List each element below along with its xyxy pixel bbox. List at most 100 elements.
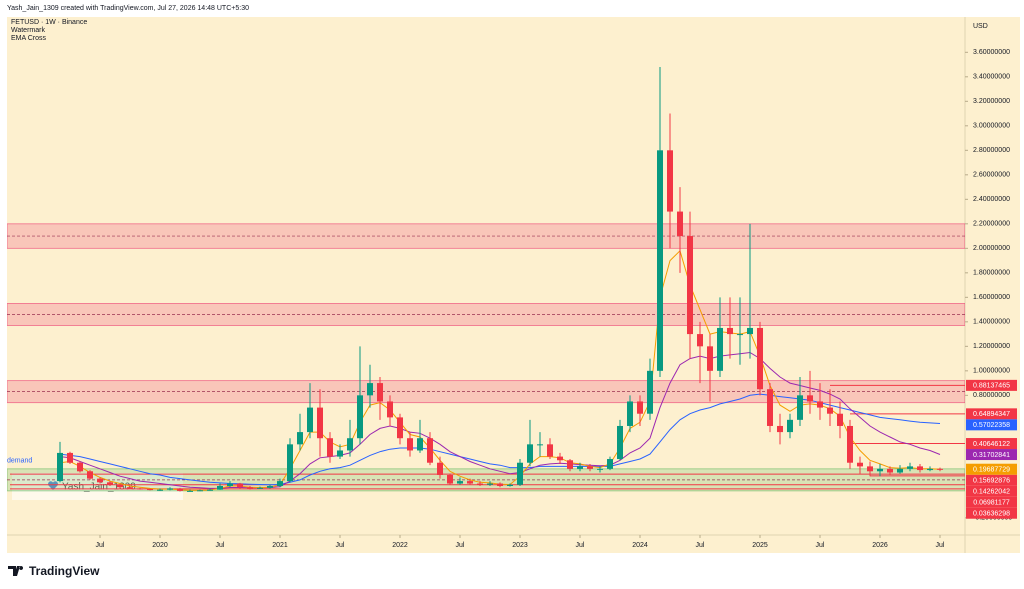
- candle-body: [537, 444, 543, 446]
- candle-body: [877, 468, 883, 472]
- watermark-background: [12, 473, 183, 500]
- candle-body: [447, 474, 453, 484]
- candle-body: [887, 468, 893, 473]
- x-tick-label: 2024: [632, 542, 648, 549]
- x-tick-label: Jul: [96, 542, 105, 549]
- candle-body: [197, 490, 203, 492]
- candle-body: [357, 395, 363, 439]
- candle-body: [557, 456, 563, 461]
- candle-body: [917, 466, 923, 471]
- candle-body: [527, 444, 533, 463]
- price-badge: [966, 507, 1017, 519]
- candle-body: [87, 471, 93, 479]
- candle-body: [717, 327, 723, 371]
- y-tick-label: 2.40000000: [973, 196, 1010, 203]
- candle-body: [647, 370, 653, 414]
- candle-body: [737, 334, 743, 336]
- candle-body: [57, 452, 63, 482]
- candle-body: [327, 438, 333, 457]
- y-tick-label: 3.60000000: [973, 49, 1010, 56]
- candle-body: [827, 407, 833, 414]
- candle-body: [137, 488, 143, 490]
- price-badge: [966, 485, 1017, 497]
- candle-body: [127, 487, 133, 489]
- candle-body: [367, 383, 373, 396]
- plot-area: [7, 67, 965, 492]
- candle-body: [547, 444, 553, 457]
- candle-body: [457, 481, 463, 484]
- y-tick-label: 3.00000000: [973, 123, 1010, 130]
- candle-body: [147, 489, 153, 491]
- candle-body: [627, 401, 633, 426]
- candle-body: [257, 487, 263, 489]
- candle-body: [207, 489, 213, 491]
- x-tick-label: Jul: [576, 542, 585, 549]
- legend-indicator: EMA Cross: [11, 35, 47, 42]
- y-tick-label: 1.80000000: [973, 270, 1010, 277]
- candle-body: [177, 488, 183, 491]
- brand-icon: [8, 566, 24, 576]
- x-tick-label: Jul: [336, 542, 345, 549]
- candle-body: [507, 484, 513, 486]
- zone-label: demand: [7, 458, 32, 465]
- candle-body: [867, 466, 873, 472]
- price-badge: [966, 438, 1017, 450]
- price-badge-label: 0.14262042: [973, 489, 1010, 496]
- candle-body: [807, 395, 813, 402]
- x-tick-label: 2023: [512, 542, 528, 549]
- candle-body: [237, 483, 243, 488]
- zone: [7, 380, 965, 404]
- candle-body: [637, 401, 643, 414]
- legend-symbol: FETUSD · 1W · Binance: [11, 19, 87, 26]
- candle-body: [407, 438, 413, 451]
- y-tick-label: 2.00000000: [973, 245, 1010, 252]
- x-tick-label: Jul: [936, 542, 945, 549]
- candle-body: [167, 488, 173, 490]
- candle-body: [757, 327, 763, 390]
- candle-body: [897, 468, 903, 473]
- price-badge: [966, 463, 1017, 475]
- watermark-text: Yash_Jain_1309: [62, 482, 136, 493]
- candle-body: [907, 466, 913, 469]
- price-badge-label: 0.15692876: [973, 478, 1010, 485]
- candle-body: [817, 401, 823, 408]
- x-tick-label: Jul: [216, 542, 225, 549]
- y-tick-label: 2.60000000: [973, 172, 1010, 179]
- y-tick-label: 1.00000000: [973, 368, 1010, 375]
- y-tick-label: 1.40000000: [973, 319, 1010, 326]
- zone: [7, 468, 965, 492]
- candle-body: [767, 389, 773, 426]
- candle-body: [707, 346, 713, 371]
- zone: [7, 223, 965, 249]
- candle-body: [777, 425, 783, 433]
- candle-body: [837, 413, 843, 426]
- candle-body: [477, 483, 483, 485]
- ema-line: [59, 393, 941, 486]
- x-tick-label: 2020: [152, 542, 168, 549]
- candle-body: [677, 211, 683, 237]
- candle-body: [277, 481, 283, 486]
- price-badge: [966, 419, 1017, 431]
- candle-body: [517, 462, 523, 485]
- price-badge-label: 0.03636298: [973, 511, 1010, 518]
- y-tick-label: 3.20000000: [973, 98, 1010, 105]
- x-tick-label: Jul: [456, 542, 465, 549]
- price-badge-label: 0.06981177: [973, 500, 1010, 507]
- y-tick-label: 0.80000000: [973, 392, 1010, 399]
- candle-body: [187, 490, 193, 492]
- candle-body: [317, 407, 323, 439]
- x-tick-label: Jul: [696, 542, 705, 549]
- candle-body: [377, 383, 383, 402]
- price-badge-label: 0.64894347: [973, 411, 1010, 418]
- candle-body: [67, 452, 73, 463]
- candle-body: [487, 483, 493, 485]
- candle-body: [397, 417, 403, 439]
- price-badge: [966, 474, 1017, 486]
- candle-body: [247, 487, 253, 489]
- candle-body: [857, 462, 863, 467]
- zone: [7, 303, 965, 326]
- candle-body: [157, 489, 163, 491]
- candle-body: [657, 150, 663, 371]
- candle-body: [287, 444, 293, 482]
